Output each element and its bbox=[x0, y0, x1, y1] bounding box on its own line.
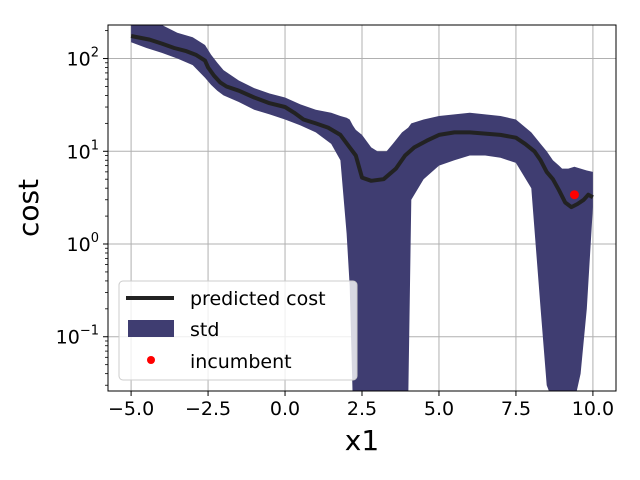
x-axis-ticks: −5.0 −2.5 0.0 2.5 5.0 7.5 10.0 bbox=[108, 391, 614, 420]
x-tick-label: −5.0 bbox=[108, 398, 154, 420]
incumbent-point bbox=[569, 190, 579, 200]
x-tick-label: 0.0 bbox=[270, 398, 300, 420]
legend-marker-incumbent bbox=[147, 356, 155, 364]
legend-label-incumbent: incumbent bbox=[190, 351, 292, 373]
y-tick-label: 10−1 bbox=[56, 324, 99, 349]
std-band bbox=[131, 25, 593, 391]
x-axis-label: x1 bbox=[345, 424, 379, 457]
x-tick-label: 5.0 bbox=[424, 398, 454, 420]
legend-swatch-std bbox=[128, 320, 174, 337]
y-axis-label: cost bbox=[12, 179, 45, 237]
x-tick-label: 2.5 bbox=[347, 398, 377, 420]
x-tick-label: 7.5 bbox=[501, 398, 531, 420]
predicted-cost-line bbox=[130, 34, 594, 210]
y-tick-label: 100 bbox=[67, 231, 99, 256]
y-axis-ticks: 10−1 100 101 102 bbox=[56, 30, 108, 386]
legend-box bbox=[118, 280, 358, 381]
plot-area bbox=[130, 25, 594, 391]
x-tick-label: 10.0 bbox=[572, 398, 614, 420]
y-tick-label: 101 bbox=[67, 138, 99, 163]
y-tick-label: 102 bbox=[67, 46, 99, 71]
legend-label-std: std bbox=[190, 319, 219, 341]
legend-label-predicted-cost: predicted cost bbox=[190, 288, 326, 310]
x-tick-label: −2.5 bbox=[185, 398, 231, 420]
legend: predicted cost std incumbent bbox=[118, 280, 358, 381]
